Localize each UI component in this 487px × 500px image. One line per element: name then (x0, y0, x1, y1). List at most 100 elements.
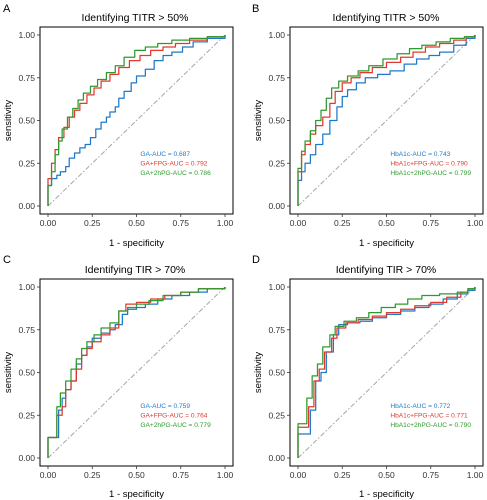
x-axis-label: 1 - specificity (359, 238, 414, 249)
y-tick-label: 0.00 (268, 201, 285, 211)
legend-entry: GA+2hPG-AUC = 0.779 (140, 422, 211, 429)
tick-labels: 0.00 0.25 0.50 0.75 1.00 0.00 0.25 0.50 0.75 1.00 (18, 282, 233, 480)
panel-letter: D (252, 254, 260, 266)
y-tick-label: 0.25 (18, 410, 35, 420)
roc-curves (47, 287, 226, 458)
x-tick-label: 0.00 (40, 218, 57, 228)
y-axis-label: sensitivity (3, 352, 14, 393)
x-tick-label: 0.25 (84, 470, 101, 480)
tick-labels: 0.00 0.25 0.50 0.75 1.00 0.00 0.25 0.50 0.75 1.00 (18, 30, 233, 228)
legend-entry: GA-AUC = 0.759 (140, 403, 190, 410)
panel-letter: B (252, 3, 259, 15)
x-tick-label: 0.50 (128, 218, 145, 228)
y-tick-label: 0.25 (18, 158, 35, 168)
chart-title: Identifying TIR > 70% (85, 264, 186, 276)
panel-b: B Identifying TITR > 50% 0.00 0.25 0.50 0.7… (252, 3, 484, 249)
chart-title: Identifying TIR > 70% (336, 264, 437, 276)
roc-curve-blue (47, 35, 226, 206)
legend: GA-AUC = 0.759 GA+FPG-AUC = 0.764 GA+2hPG-… (140, 403, 211, 429)
roc-curves (297, 35, 476, 206)
roc-curve-green (297, 35, 476, 206)
legend-entry: GA-AUC = 0.687 (140, 151, 190, 158)
roc-curve-red (47, 35, 226, 206)
axis-ticks (37, 286, 226, 469)
roc-curve-blue (297, 35, 476, 206)
panel-letter: C (3, 254, 11, 266)
x-tick-label: 0.50 (378, 470, 395, 480)
y-tick-label: 0.25 (268, 410, 285, 420)
x-tick-label: 0.25 (334, 470, 351, 480)
legend-entry: HbA1c+2hPG-AUC = 0.790 (390, 422, 471, 429)
x-tick-label: 0.50 (378, 218, 395, 228)
roc-curves (47, 35, 226, 206)
x-axis-label: 1 - specificity (109, 489, 164, 500)
y-tick-label: 1.00 (18, 282, 35, 292)
panel-letter: A (3, 3, 11, 15)
legend: HbA1c-AUC = 0.743 HbA1c+FPG-AUC = 0.790 Hb… (390, 151, 471, 177)
y-tick-label: 1.00 (268, 282, 285, 292)
x-axis-label: 1 - specificity (109, 238, 164, 249)
chart-title: Identifying TITR > 50% (333, 12, 440, 24)
x-tick-label: 1.00 (217, 470, 234, 480)
x-tick-label: 0.00 (40, 470, 57, 480)
x-tick-label: 1.00 (467, 470, 484, 480)
y-axis-label: sensitivity (253, 100, 264, 141)
x-tick-label: 0.75 (172, 218, 189, 228)
roc-curve-red (47, 287, 226, 458)
x-tick-label: 0.00 (290, 470, 307, 480)
roc-curves (297, 287, 476, 458)
y-tick-label: 0.50 (18, 368, 35, 378)
roc-curve-green (47, 287, 226, 458)
tick-labels: 0.00 0.25 0.50 0.75 1.00 0.00 0.25 0.50 0.75 1.00 (268, 282, 483, 480)
legend-entry: GA+2hPG-AUC = 0.786 (140, 170, 211, 177)
roc-curve-red (297, 287, 476, 458)
y-tick-label: 0.75 (18, 73, 35, 83)
x-tick-label: 0.50 (128, 470, 145, 480)
reference-diagonal (47, 34, 226, 207)
legend-entry: HbA1c-AUC = 0.743 (390, 151, 450, 158)
legend-entry: HbA1c-AUC = 0.772 (390, 403, 450, 410)
roc-curve-green (47, 35, 226, 206)
roc-curve-green (297, 287, 476, 458)
y-tick-label: 0.00 (18, 201, 35, 211)
x-tick-label: 1.00 (217, 218, 234, 228)
y-tick-label: 1.00 (268, 30, 285, 40)
reference-diagonal (297, 34, 476, 207)
chart-title: Identifying TITR > 50% (82, 12, 189, 24)
x-tick-label: 0.75 (422, 470, 439, 480)
legend: GA-AUC = 0.687 GA+FPG-AUC = 0.792 GA+2hPG-… (140, 151, 211, 177)
x-axis-label: 1 - specificity (359, 489, 414, 500)
reference-diagonal (47, 286, 226, 459)
x-tick-label: 0.00 (290, 218, 307, 228)
tick-labels: 0.00 0.25 0.50 0.75 1.00 0.00 0.25 0.50 0.75 1.00 (268, 30, 483, 228)
x-tick-label: 0.75 (172, 470, 189, 480)
axis-ticks (37, 34, 226, 217)
x-tick-label: 0.75 (422, 218, 439, 228)
y-tick-label: 0.00 (18, 453, 35, 463)
legend: HbA1c-AUC = 0.772 HbA1c+FPG-AUC = 0.771 Hb… (390, 403, 471, 429)
y-tick-label: 0.75 (268, 73, 285, 83)
axis-ticks (287, 34, 476, 217)
y-tick-label: 0.50 (268, 368, 285, 378)
panel-a: A Identifying TITR > 50% 0.00 0.25 0.50 0.7… (3, 3, 234, 249)
legend-entry: HbA1c+FPG-AUC = 0.790 (390, 161, 468, 168)
panel-c: C Identifying TIR > 70% 0.00 0.25 0.50 0.75… (3, 254, 234, 500)
y-tick-label: 0.75 (18, 325, 35, 335)
y-tick-label: 0.75 (268, 325, 285, 335)
y-tick-label: 0.50 (18, 116, 35, 126)
legend-entry: GA+FPG-AUC = 0.764 (140, 413, 207, 420)
reference-diagonal (297, 286, 476, 459)
y-tick-label: 0.00 (268, 453, 285, 463)
y-tick-label: 0.25 (268, 158, 285, 168)
y-axis-label: sensitivity (253, 352, 264, 393)
axis-ticks (287, 286, 476, 469)
x-tick-label: 1.00 (467, 218, 484, 228)
legend-entry: HbA1c+2hPG-AUC = 0.799 (390, 170, 471, 177)
x-tick-label: 0.25 (84, 218, 101, 228)
y-tick-label: 0.50 (268, 116, 285, 126)
y-tick-label: 1.00 (18, 30, 35, 40)
x-tick-label: 0.25 (334, 218, 351, 228)
legend-entry: GA+FPG-AUC = 0.792 (140, 161, 207, 168)
panel-d: D Identifying TIR > 70% 0.00 0.25 0.50 0.75… (252, 254, 484, 500)
